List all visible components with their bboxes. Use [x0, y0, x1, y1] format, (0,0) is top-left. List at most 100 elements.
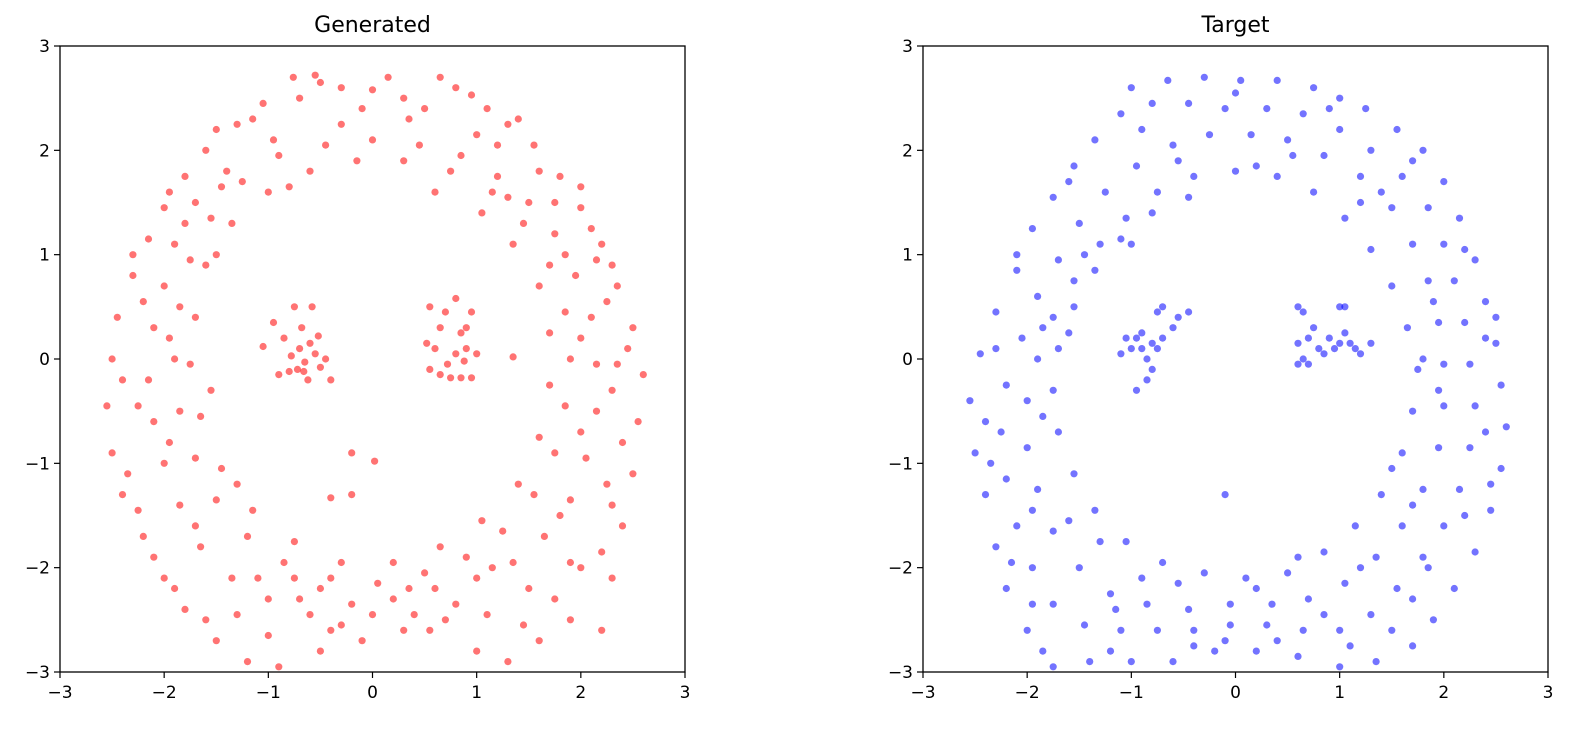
- scatter-point-target: [992, 308, 1000, 316]
- scatter-point-target: [1315, 345, 1323, 353]
- scatter-point-generated: [577, 334, 585, 342]
- scatter-point-target: [1252, 647, 1260, 655]
- scatter-point-generated: [129, 271, 137, 280]
- scatter-point-generated: [337, 621, 345, 629]
- scatter-point-target: [1497, 464, 1505, 473]
- scatter-point-generated: [504, 193, 512, 201]
- scatter-point-target: [1273, 637, 1281, 645]
- scatter-point-generated: [275, 151, 283, 160]
- scatter-point-target: [1320, 548, 1328, 556]
- scatter-point-generated: [566, 496, 575, 504]
- scatter-point-target: [1429, 616, 1437, 624]
- scatter-point-target: [1205, 131, 1214, 139]
- scatter-point-target: [1372, 553, 1380, 561]
- scatter-point-target: [1367, 245, 1375, 254]
- scatter-point-target: [1294, 652, 1302, 661]
- scatter-point-target: [1122, 538, 1130, 546]
- scatter-point-generated: [551, 230, 559, 238]
- scatter-point-generated: [514, 115, 522, 123]
- scatter-point-target: [1414, 365, 1422, 373]
- scatter-point-target: [1320, 350, 1328, 358]
- scatter-point-generated: [212, 637, 220, 645]
- scatter-point-target: [1247, 131, 1255, 139]
- scatter-point-target: [1148, 339, 1156, 347]
- scatter-point-generated: [608, 386, 616, 394]
- scatter-point-generated: [289, 73, 297, 81]
- scatter-point-generated: [493, 172, 502, 180]
- scatter-point-generated: [327, 574, 335, 582]
- scatter-point-target: [1336, 663, 1344, 671]
- scatter-point-generated: [473, 350, 481, 358]
- scatter-point-target: [1304, 595, 1312, 603]
- scatter-point-target: [1070, 470, 1078, 478]
- scatter-point-target: [1419, 553, 1427, 561]
- scatter-point-generated: [223, 167, 231, 175]
- scatter-point-generated: [337, 558, 345, 567]
- scatter-point-generated: [371, 457, 379, 465]
- scatter-point-target: [1398, 449, 1406, 457]
- scatter-point-target: [1065, 517, 1073, 525]
- scatter-point-generated: [613, 282, 621, 290]
- scatter-point-target: [1336, 94, 1344, 102]
- scatter-point-target: [1049, 663, 1057, 671]
- scatter-point-generated: [280, 334, 288, 342]
- scatter-point-generated: [592, 256, 601, 264]
- scatter-point-target: [1481, 428, 1490, 436]
- scatter-point-generated: [259, 99, 267, 107]
- scatter-point-target: [1132, 162, 1141, 170]
- scatter-point-target: [1440, 178, 1448, 186]
- scatter-point-target: [997, 428, 1005, 436]
- scatter-point-target: [1169, 658, 1177, 666]
- scatter-point-generated: [311, 71, 319, 79]
- scatter-point-target: [1221, 637, 1229, 645]
- scatter-point-generated: [546, 381, 554, 389]
- scatter-point-generated: [264, 631, 272, 640]
- y-tick-label: −2: [888, 559, 913, 579]
- scatter-point-target: [1122, 214, 1130, 222]
- scatter-point-generated: [108, 449, 116, 457]
- scatter-point-generated: [478, 209, 486, 217]
- scatter-point-target: [1117, 110, 1125, 118]
- scatter-point-target: [1070, 162, 1078, 170]
- scatter-point-target: [1294, 303, 1302, 311]
- scatter-point-target: [1242, 574, 1250, 582]
- scatter-point-generated: [556, 172, 564, 180]
- scatter-point-generated: [618, 522, 627, 530]
- scatter-point-generated: [634, 418, 642, 426]
- scatter-point-target: [1185, 605, 1193, 614]
- scatter-point-target: [1346, 339, 1354, 347]
- scatter-point-target: [1289, 151, 1297, 160]
- scatter-point-generated: [629, 470, 637, 478]
- scatter-point-target: [1039, 647, 1047, 655]
- scatter-point-target: [1200, 569, 1208, 577]
- ticks-group-target: −3 −2 −1 0 1 2 3 −3 −2 −1 0 1 2 3: [888, 37, 1553, 703]
- scatter-point-target: [1013, 522, 1021, 530]
- scatter-point-target: [1132, 386, 1141, 394]
- scatter-point-generated: [530, 141, 538, 149]
- scatter-point-target: [1252, 584, 1260, 593]
- scatter-point-generated: [467, 91, 476, 99]
- scatter-point-generated: [228, 219, 236, 227]
- scatter-point-generated: [618, 438, 627, 447]
- x-tick-label: 1: [471, 683, 482, 703]
- scatter-point-target: [1132, 334, 1141, 342]
- scatter-point-generated: [462, 345, 470, 353]
- scatter-point-generated: [150, 553, 158, 561]
- scatter-point-target: [1341, 214, 1349, 222]
- scatter-point-target: [1455, 214, 1464, 222]
- scatter-point-generated: [509, 558, 517, 567]
- scatter-point-target: [1325, 105, 1333, 113]
- scatter-point-generated: [212, 125, 220, 134]
- x-tick-label: 2: [1438, 683, 1449, 703]
- scatter-point-generated: [181, 219, 189, 227]
- scatter-point-generated: [134, 402, 142, 410]
- scatter-point-generated: [436, 324, 444, 332]
- scatter-point-generated: [308, 303, 316, 311]
- plot-frame-target: [922, 45, 1549, 673]
- scatter-point-target: [1028, 600, 1036, 608]
- y-tick-label: −3: [25, 663, 50, 683]
- scatter-point-generated: [165, 188, 173, 196]
- x-tick-label: 0: [1230, 683, 1241, 703]
- scatter-point-target: [1487, 506, 1495, 514]
- scatter-point-generated: [197, 412, 205, 420]
